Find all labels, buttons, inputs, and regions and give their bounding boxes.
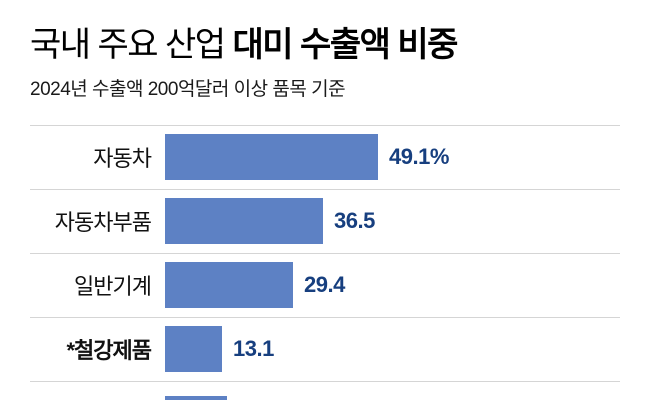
bar (165, 134, 378, 180)
bar-track: 49.1% (165, 126, 620, 189)
title-bold: 대미 수출액 비중 (232, 26, 459, 64)
title-regular: 국내 주요 산업 (30, 26, 233, 64)
bar (165, 198, 323, 244)
bar-track: 29.4 (165, 254, 620, 317)
value-label: 13.1 (233, 336, 274, 361)
page-title: 국내 주요 산업 대미 수출액 비중 (30, 24, 620, 67)
category-label: 자동차 (93, 146, 152, 171)
bar-chart: 자동차 49.1% 자동차부품 36.5 일반기계 29.4 *철강제품 13.1 (30, 124, 620, 400)
chart-row: 일반기계 29.4 (30, 252, 620, 317)
value-label: 49.1% (389, 144, 449, 169)
value-label: 29.4 (304, 272, 345, 297)
bar-track (165, 382, 620, 400)
chart-row-truncated (30, 380, 620, 400)
bar-track: 36.5 (165, 190, 620, 253)
value-label: 36.5 (334, 208, 375, 233)
bar (165, 396, 227, 400)
chart-subtitle: 2024년 수출액 200억달러 이상 품목 기준 (30, 78, 346, 100)
bar-track: 13.1 (165, 318, 620, 381)
chart-row: *철강제품 13.1 (30, 316, 620, 381)
chart-row: 자동차부품 36.5 (30, 188, 620, 253)
category-label: 자동차부품 (54, 210, 152, 235)
category-label: 일반기계 (74, 274, 152, 299)
bar (165, 262, 293, 308)
chart-row: 자동차 49.1% (30, 124, 620, 189)
category-label: *철강제품 (66, 338, 152, 363)
bar (165, 326, 222, 372)
